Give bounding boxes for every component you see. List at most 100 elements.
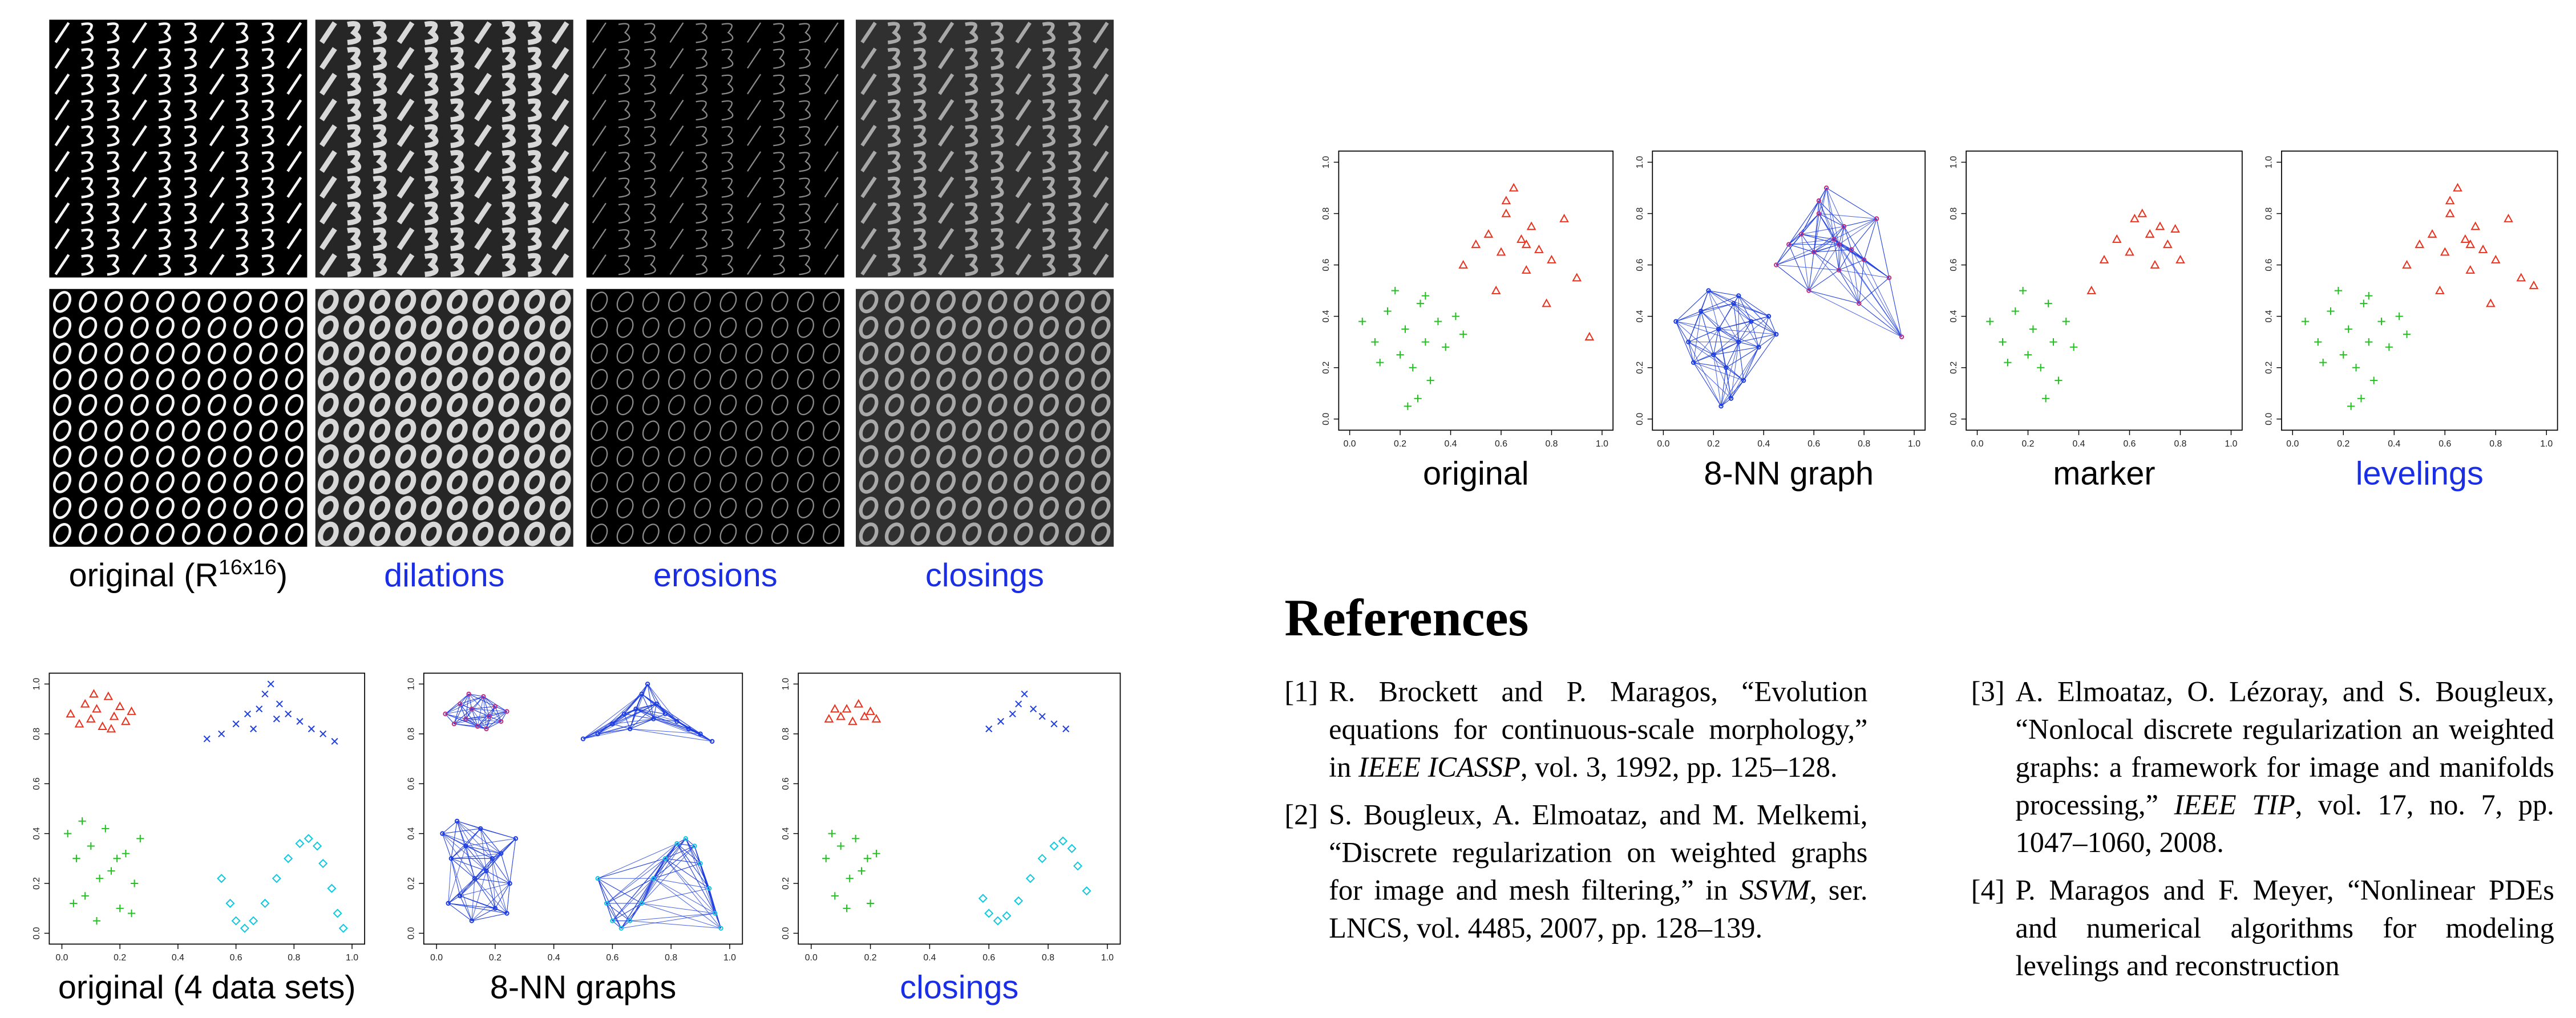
x-tick-label: 0.8 xyxy=(288,953,300,963)
plot-frame xyxy=(49,673,365,944)
point xyxy=(1502,197,1510,204)
panel-caption: erosions xyxy=(653,557,778,594)
y-tick-label: 0.0 xyxy=(32,927,42,939)
point xyxy=(1016,701,1022,707)
point xyxy=(2100,256,2108,263)
caption-sup: 16x16 xyxy=(219,555,277,579)
y-tick-label: 1.0 xyxy=(407,678,416,690)
y-tick-label: 1.0 xyxy=(1635,156,1645,168)
graph-edge xyxy=(472,913,507,920)
point xyxy=(2446,197,2454,204)
graph-edge xyxy=(677,843,715,913)
point xyxy=(2042,395,2049,402)
graph-edge xyxy=(636,709,713,741)
x-tick-label: 0.2 xyxy=(114,953,126,963)
point xyxy=(219,731,225,737)
y-tick-label: 0.2 xyxy=(781,877,791,890)
point xyxy=(64,830,71,837)
point xyxy=(82,700,89,707)
point xyxy=(262,691,268,697)
point xyxy=(128,708,135,715)
chart-caption: original xyxy=(1423,455,1529,492)
point xyxy=(2377,318,2385,325)
point xyxy=(1427,377,1434,384)
graph-edge xyxy=(642,903,715,913)
reference-venue: IEEE TIP xyxy=(2174,788,2295,821)
point xyxy=(2012,307,2019,315)
graph-edge xyxy=(1826,188,1877,218)
y-tick-label: 0.0 xyxy=(407,927,416,939)
point xyxy=(87,842,95,850)
digit-panel xyxy=(587,20,844,278)
page: Poster fragment {"digit_panels":[ {"capt… xyxy=(0,0,2576,1018)
plot-frame xyxy=(424,673,743,944)
graph-edge xyxy=(1693,363,1744,381)
point xyxy=(93,917,100,924)
point xyxy=(116,905,124,912)
point xyxy=(1074,862,1081,870)
graph-edge xyxy=(1801,226,1844,234)
point xyxy=(447,902,450,905)
point xyxy=(227,899,234,907)
point xyxy=(1459,331,1467,338)
reference-label: [3] xyxy=(1971,673,2005,711)
point xyxy=(1396,351,1404,359)
point xyxy=(268,681,274,687)
point xyxy=(1459,261,1467,268)
point xyxy=(994,917,1001,924)
point xyxy=(1059,837,1066,845)
x-tick-label: 0.6 xyxy=(1495,439,1507,449)
point xyxy=(309,726,315,732)
point xyxy=(872,715,880,722)
y-tick-label: 0.8 xyxy=(407,728,416,740)
y-tick-label: 0.4 xyxy=(2264,310,2274,322)
graph-edge xyxy=(1709,291,1719,330)
y-tick-label: 0.4 xyxy=(781,827,791,839)
reference: [3]A. Elmoataz, O. Lézoray, and S. Bougl… xyxy=(1971,673,2554,862)
point xyxy=(1009,711,1016,717)
point xyxy=(1434,318,1442,325)
point xyxy=(822,855,830,862)
x-tick-label: 1.0 xyxy=(346,953,358,963)
chart-caption: 8-NN graphs xyxy=(490,969,676,1005)
y-tick-label: 0.8 xyxy=(2264,207,2274,220)
point xyxy=(2164,241,2171,248)
y-tick-label: 0.6 xyxy=(2264,258,2274,271)
graph-edge xyxy=(448,903,472,921)
x-tick-label: 0.6 xyxy=(2438,439,2451,449)
graph-edge xyxy=(606,903,621,928)
chart: 0.00.20.40.60.81.00.00.20.40.60.81.08-NN… xyxy=(1635,151,1925,492)
graph-edge xyxy=(442,834,475,879)
point xyxy=(334,910,341,917)
graph-edge xyxy=(1839,219,1877,245)
point xyxy=(646,682,649,686)
point xyxy=(1573,274,1580,281)
point xyxy=(828,830,835,837)
caption-text: original (R xyxy=(69,557,219,594)
point xyxy=(1502,210,1510,217)
point xyxy=(1404,403,1412,410)
y-tick-label: 0.6 xyxy=(781,777,791,790)
reference-venue: IEEE ICASSP xyxy=(1358,751,1520,784)
point xyxy=(2138,210,2146,217)
x-tick-label: 1.0 xyxy=(2540,439,2553,449)
reference-venue: SSVM xyxy=(1740,874,1810,907)
y-tick-label: 1.0 xyxy=(1321,156,1331,168)
y-tick-label: 0.0 xyxy=(781,927,791,939)
point xyxy=(825,715,832,722)
panel-caption: original (R16x16) xyxy=(69,555,288,594)
panel-bg xyxy=(316,289,573,547)
graph-edge xyxy=(1776,234,1801,265)
chart-caption: marker xyxy=(2053,455,2155,492)
graph-edge xyxy=(466,711,507,719)
reference-label: [1] xyxy=(1284,673,1318,711)
point xyxy=(233,721,239,727)
point xyxy=(2472,222,2479,229)
x-tick-label: 0.0 xyxy=(430,953,443,963)
point xyxy=(328,885,335,892)
point xyxy=(979,895,986,902)
reference-text: , vol. 3, 1992, pp. 125–128. xyxy=(1520,751,1838,784)
graph-edge xyxy=(1751,322,1758,347)
point xyxy=(2370,377,2377,384)
graph-edge xyxy=(1864,260,1902,337)
